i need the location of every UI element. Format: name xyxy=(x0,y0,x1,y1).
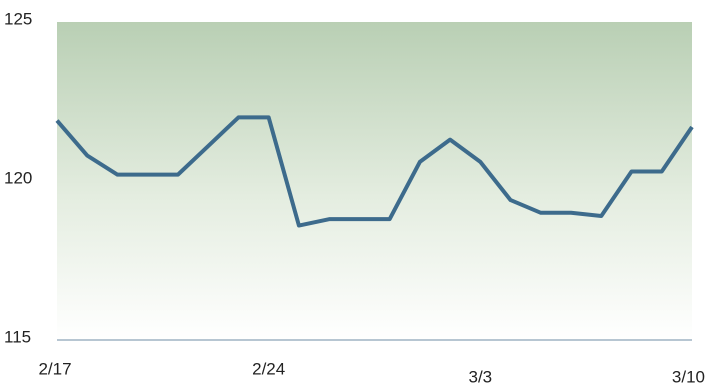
x-tick-label: 2/24 xyxy=(252,359,285,378)
x-tick-label: 3/10 xyxy=(672,367,705,384)
y-tick-label: 125 xyxy=(4,9,32,28)
x-tick-label: 2/17 xyxy=(38,359,71,378)
y-tick-label: 115 xyxy=(4,327,31,346)
x-tick-label: 3/3 xyxy=(469,367,493,384)
y-tick-label: 120 xyxy=(4,168,32,187)
data-line xyxy=(55,115,694,228)
plot-area xyxy=(57,22,692,340)
